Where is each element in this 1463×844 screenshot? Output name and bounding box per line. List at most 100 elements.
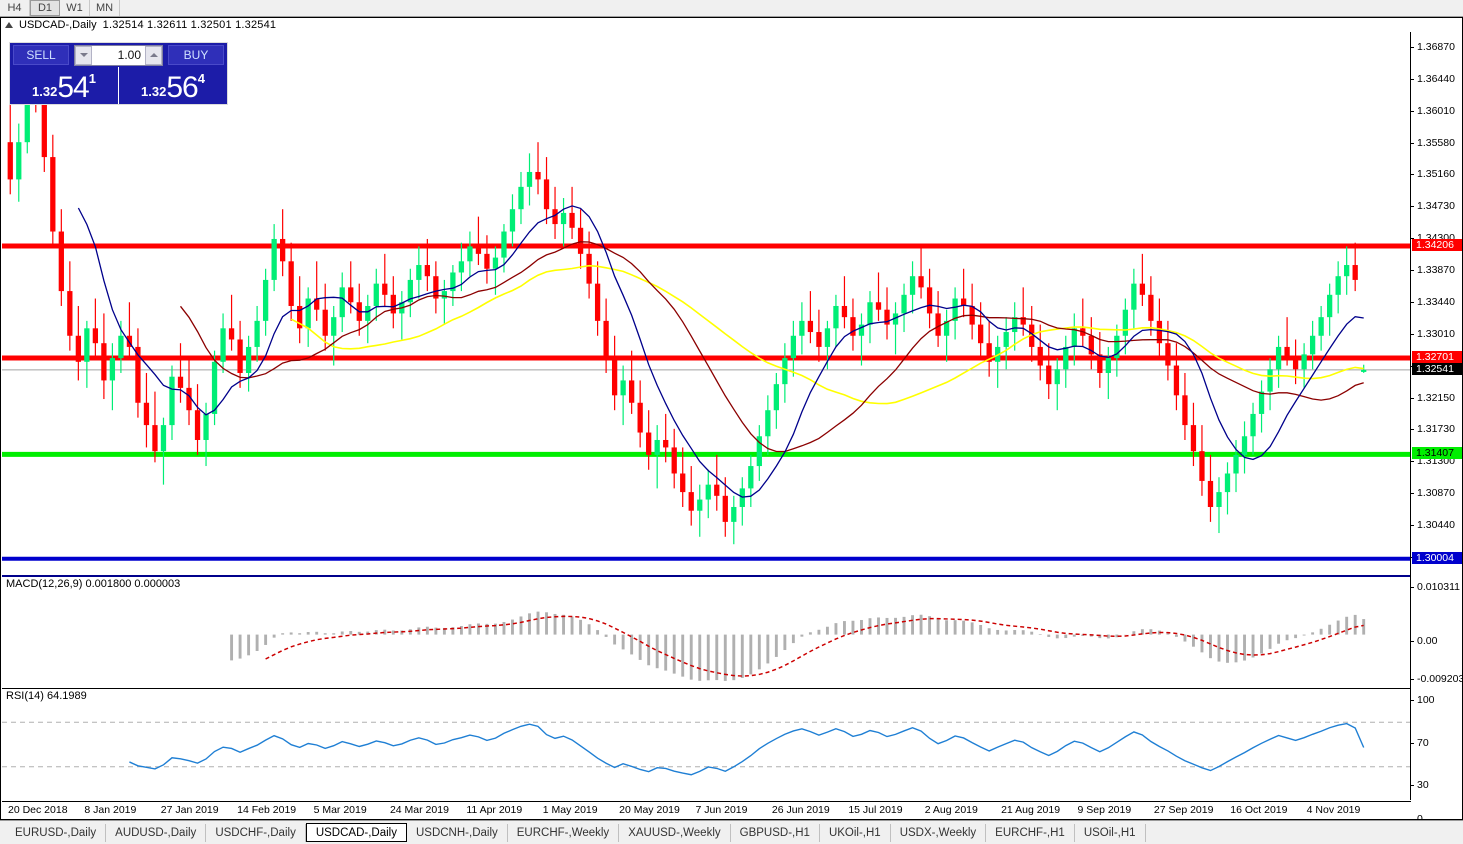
chart-tab[interactable]: AUDUSD-,Daily <box>106 823 207 842</box>
date-axis-tick: 4 Nov 2019 <box>1306 804 1361 816</box>
date-axis-tick: 11 Apr 2019 <box>466 804 523 816</box>
chart-tab[interactable]: UKOil-,H1 <box>820 823 891 842</box>
price-scale-tick: 1.33010 <box>1411 328 1455 340</box>
timeframe-mn-label: MN <box>96 2 114 14</box>
price-scale-tick: 1.33440 <box>1411 296 1455 308</box>
chart-tab-label: USDCAD-,Daily <box>315 826 397 839</box>
price-scale-tick: 1.33870 <box>1411 264 1455 276</box>
chart-tab-active[interactable]: USDCAD-,Daily <box>305 823 407 842</box>
date-axis-tick: 27 Jan 2019 <box>160 804 219 816</box>
sell-price[interactable]: 1.32 54 1 <box>10 67 119 104</box>
price-scale-highlight: 1.30004 <box>1412 551 1462 564</box>
price-scale-highlight: 1.31407 <box>1412 447 1462 460</box>
date-axis-tick: 15 Jul 2019 <box>848 804 903 816</box>
chart-tab[interactable]: USDX-,Weekly <box>891 823 987 842</box>
macd-scale-tick: 0.00 <box>1411 635 1437 647</box>
price-chart-svg <box>2 45 1411 561</box>
one-click-trading-panel: SELL 1.00 BUY 1.32 54 1 1.32 56 4 <box>9 42 228 105</box>
price-chart-pane[interactable] <box>2 32 1411 574</box>
buy-button[interactable]: BUY <box>168 45 224 65</box>
price-scale-tick: 1.34730 <box>1411 200 1455 212</box>
timeframe-mn[interactable]: MN <box>90 0 121 16</box>
date-axis[interactable]: 20 Dec 2018 8 Jan 2019 27 Jan 2019 14 Feb 2… <box>2 801 1411 819</box>
rsi-label: RSI(14) 64.1989 <box>6 690 87 702</box>
volume-stepper[interactable]: 1.00 <box>74 44 163 66</box>
chart-tab-label: XAUUSD-,Weekly <box>628 826 721 839</box>
sell-button-label: SELL <box>26 48 56 62</box>
buy-price-prefix: 1.32 <box>141 84 167 99</box>
price-scale-tick: 1.36870 <box>1411 41 1455 53</box>
collapse-arrow-icon[interactable] <box>5 22 13 28</box>
buy-price[interactable]: 1.32 56 4 <box>119 67 227 104</box>
timeframe-h4-label: H4 <box>7 2 22 14</box>
date-axis-tick: 27 Sep 2019 <box>1153 804 1214 816</box>
price-scale-tick: 1.35580 <box>1411 137 1455 149</box>
price-scale-highlight: 1.32541 <box>1412 362 1462 375</box>
rsi-svg <box>2 721 1411 776</box>
oct-controls-row: SELL 1.00 BUY <box>10 43 227 67</box>
chart-tab-label: EURCHF-,H1 <box>995 826 1065 839</box>
date-axis-tick: 26 Jun 2019 <box>771 804 830 816</box>
date-axis-tick: 7 Jun 2019 <box>695 804 748 816</box>
price-scale-tick: 1.32150 <box>1411 392 1455 404</box>
price-scale-tick: 1.36010 <box>1411 105 1455 117</box>
chart-tab-label: USOil-,H1 <box>1083 826 1136 839</box>
chart-tab[interactable]: EURCHF-,H1 <box>986 823 1075 842</box>
chevron-down-icon <box>79 53 88 57</box>
chart-titlebar: USDCAD-,Daily 1.32514 1.32611 1.32501 1.… <box>1 18 1462 32</box>
date-axis-tick: 5 Mar 2019 <box>313 804 367 816</box>
chart-tab[interactable]: XAUUSD-,Weekly <box>619 823 731 842</box>
chart-tab[interactable]: EURUSD-,Daily <box>6 823 107 842</box>
macd-scale-tick: 0.010311 <box>1411 581 1460 593</box>
buy-price-main: 56 <box>166 71 198 104</box>
volume-increment-button[interactable] <box>145 45 162 65</box>
date-axis-tick: 20 Dec 2018 <box>8 804 68 816</box>
oct-prices-row: 1.32 54 1 1.32 56 4 <box>10 67 227 104</box>
chart-tab-label: USDCHF-,Daily <box>215 826 296 839</box>
chart-tab[interactable]: USDCNH-,Daily <box>407 823 508 842</box>
timeframe-h4[interactable]: H4 <box>0 0 30 16</box>
price-scale[interactable]: 1.36870 1.36440 1.36010 1.35580 1.35160 1.347… <box>1410 32 1463 825</box>
sell-button[interactable]: SELL <box>13 45 69 65</box>
chart-tab-label: EURUSD-,Daily <box>15 826 97 839</box>
buy-price-superscript: 4 <box>197 71 205 86</box>
macd-pane[interactable]: MACD(12,26,9) 0.001800 0.000003 <box>2 575 1411 686</box>
date-axis-tick: 20 May 2019 <box>619 804 680 816</box>
price-scale-tick: 1.36440 <box>1411 73 1455 85</box>
timeframe-d1-label: D1 <box>37 2 53 14</box>
timeframe-d1[interactable]: D1 <box>30 0 60 16</box>
sell-price-main: 54 <box>57 71 89 104</box>
volume-input[interactable]: 1.00 <box>117 48 141 62</box>
chart-tab-label: AUDUSD-,Daily <box>115 826 197 839</box>
rsi-scale-tick: 70 <box>1411 737 1429 749</box>
price-scale-tick: 1.35160 <box>1411 168 1455 180</box>
chart-tab-label: USDX-,Weekly <box>899 826 977 839</box>
rsi-scale-tick: 100 <box>1411 694 1435 706</box>
date-axis-tick: 1 May 2019 <box>542 804 598 816</box>
chart-tab[interactable]: EURCHF-,Weekly <box>508 823 620 842</box>
chart-tab[interactable]: GBPUSD-,H1 <box>731 823 820 842</box>
price-scale-tick: 1.30440 <box>1411 519 1455 531</box>
date-axis-tick: 2 Aug 2019 <box>924 804 978 816</box>
chart-tab[interactable]: USDCHF-,Daily <box>206 823 306 842</box>
date-axis-tick: 21 Aug 2019 <box>1001 804 1061 816</box>
chart-ohlc-values: 1.32514 1.32611 1.32501 1.32541 <box>102 19 277 31</box>
chart-tab-label: EURCHF-,Weekly <box>516 826 610 839</box>
chart-tab[interactable]: USOil-,H1 <box>1075 823 1146 842</box>
macd-label: MACD(12,26,9) 0.001800 0.000003 <box>6 578 181 590</box>
price-scale-tick: 1.30870 <box>1411 487 1455 499</box>
price-scale-highlight: 1.32701 <box>1412 351 1462 364</box>
chart-tab-label: GBPUSD-,H1 <box>739 826 810 839</box>
date-axis-tick: 16 Oct 2019 <box>1230 804 1288 816</box>
chart-tab-label: USDCNH-,Daily <box>415 826 498 839</box>
macd-svg <box>230 611 1366 681</box>
rsi-pane[interactable]: RSI(14) 64.1989 <box>2 688 1411 800</box>
chart-window: USDCAD-,Daily 1.32514 1.32611 1.32501 1.… <box>0 17 1463 825</box>
chart-tab-label: UKOil-,H1 <box>828 826 881 839</box>
volume-decrement-button[interactable] <box>75 45 92 65</box>
date-axis-tick: 8 Jan 2019 <box>84 804 137 816</box>
macd-scale-tick: -0.009203 <box>1411 673 1463 685</box>
timeframe-w1[interactable]: W1 <box>60 0 90 16</box>
chart-symbol-label: USDCAD-,Daily <box>19 19 97 31</box>
